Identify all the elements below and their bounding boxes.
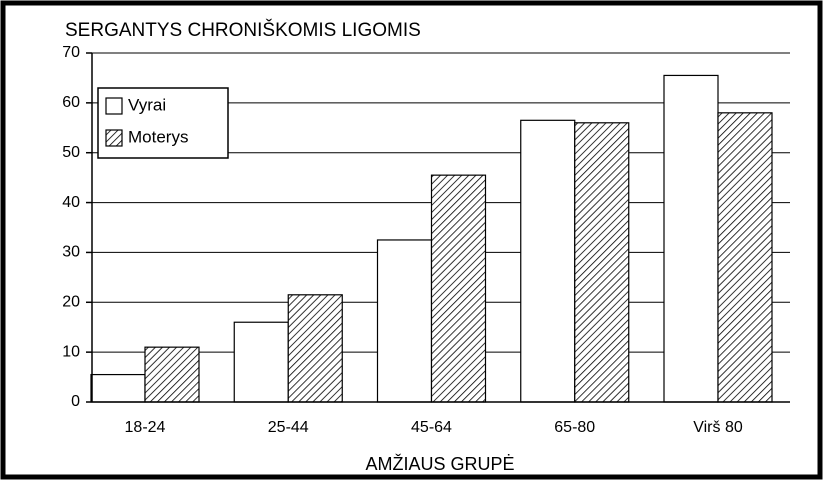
y-tick-label: 40 (62, 194, 80, 211)
bar (574, 122, 630, 403)
bar (376, 239, 433, 403)
legend-label: Moterys (128, 127, 188, 146)
bar (90, 373, 146, 403)
legend-label: Vyrai (128, 95, 166, 114)
x-tick-label: Virš 80 (693, 419, 743, 436)
y-tick-label: 50 (62, 144, 80, 161)
y-tick-label: 0 (71, 393, 80, 410)
bar (520, 119, 576, 403)
bar (430, 174, 487, 403)
x-tick-label: 65-80 (554, 419, 595, 436)
legend-swatch (105, 129, 123, 147)
y-tick-label: 10 (62, 343, 80, 360)
legend-swatch (105, 97, 123, 115)
bar (717, 112, 773, 403)
bar (233, 321, 289, 403)
y-tick-label: 30 (62, 244, 80, 261)
chart-title: SERGANTYS CHRONIŠKOMIS LIGOMIS (65, 19, 421, 41)
x-tick-label: 18-24 (125, 419, 166, 436)
bar (663, 74, 719, 403)
x-axis-label: AMŽIAUS GRUPĖ (365, 454, 514, 474)
y-tick-label: 60 (62, 94, 80, 111)
y-tick-label: 70 (62, 44, 80, 61)
bar (287, 294, 343, 403)
x-tick-label: 25-44 (268, 419, 309, 436)
y-tick-label: 20 (62, 294, 80, 311)
bar (144, 346, 200, 403)
x-tick-label: 45-64 (411, 419, 452, 436)
